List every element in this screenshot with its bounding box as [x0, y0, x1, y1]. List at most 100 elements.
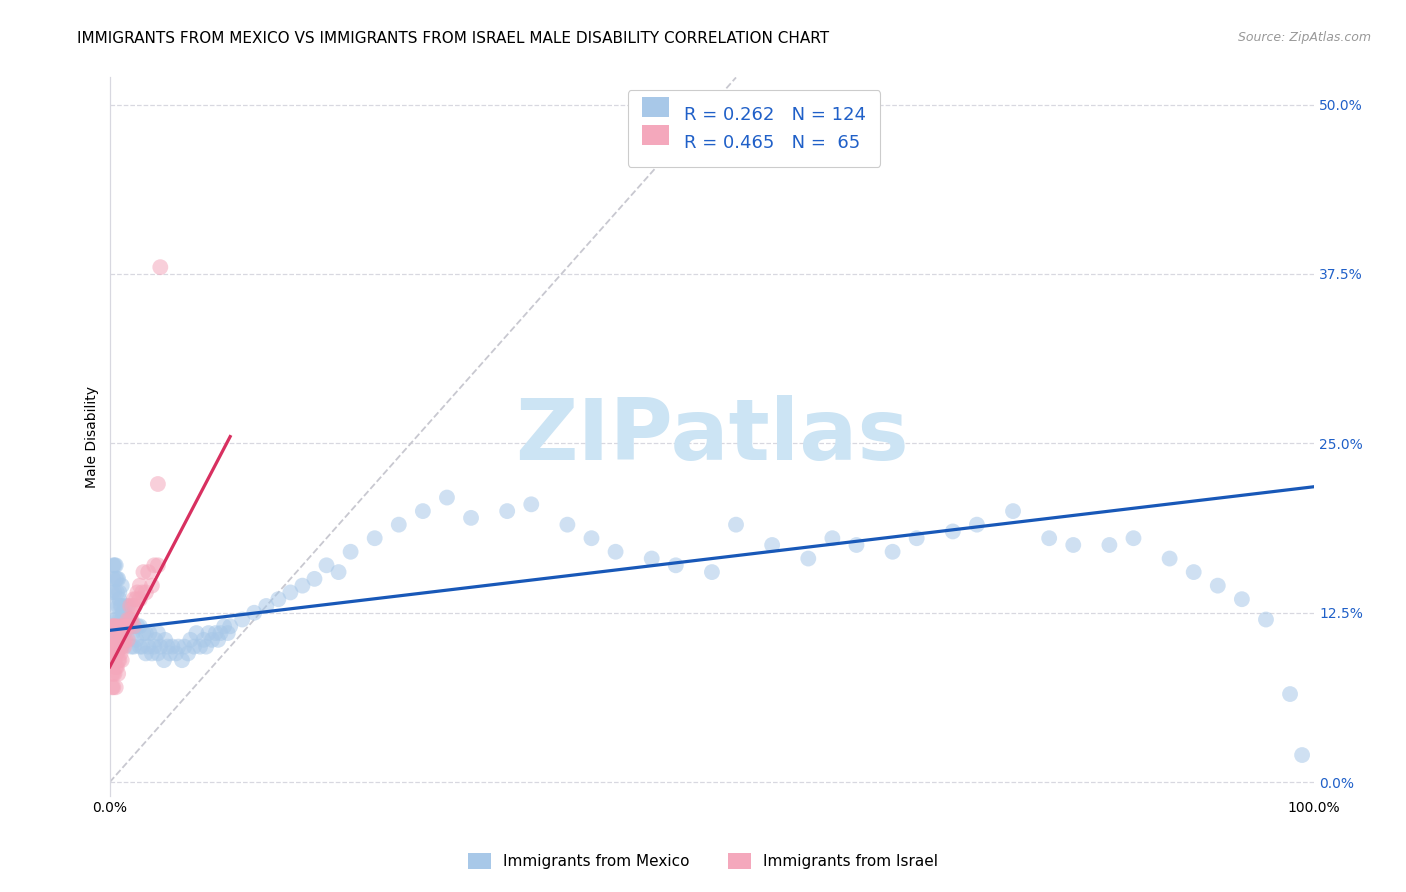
Point [104, 632, 127, 647]
Point [122, 619, 145, 633]
Point [111, 632, 134, 647]
Point [108, 619, 131, 633]
Point [581, 531, 603, 545]
Point [131, 640, 153, 654]
Point [339, 545, 361, 559]
Point [641, 551, 664, 566]
Point [117, 599, 139, 613]
Point [103, 640, 125, 654]
Point [125, 632, 148, 647]
Point [122, 619, 145, 633]
Point [104, 626, 127, 640]
Point [905, 531, 928, 545]
Point [153, 653, 176, 667]
Point [149, 640, 172, 654]
Point [103, 619, 125, 633]
Point [101, 666, 124, 681]
Point [146, 558, 169, 573]
Point [114, 632, 136, 647]
Point [132, 565, 155, 579]
Point [105, 647, 128, 661]
Point [1098, 538, 1121, 552]
Point [177, 647, 200, 661]
Point [146, 647, 169, 661]
Point [103, 572, 125, 586]
Point [105, 613, 128, 627]
Point [115, 619, 138, 633]
Point [115, 613, 138, 627]
Point [1230, 592, 1253, 607]
Point [103, 619, 125, 633]
Point [363, 531, 385, 545]
Point [797, 551, 820, 566]
Point [304, 572, 326, 586]
Point [145, 632, 167, 647]
Point [412, 504, 434, 518]
Point [111, 606, 134, 620]
Point [107, 632, 129, 647]
Point [388, 517, 411, 532]
Point [212, 619, 235, 633]
Point [162, 640, 184, 654]
Point [173, 640, 195, 654]
Point [1122, 531, 1144, 545]
Point [186, 626, 208, 640]
Point [104, 660, 127, 674]
Point [143, 558, 166, 573]
Point [108, 585, 131, 599]
Point [121, 599, 143, 613]
Point [120, 619, 142, 633]
Point [100, 653, 122, 667]
Point [128, 640, 150, 654]
Point [108, 653, 131, 667]
Point [108, 640, 131, 654]
Point [103, 666, 125, 681]
Point [170, 653, 193, 667]
Legend: R = 0.262   N = 124, R = 0.465   N =  65: R = 0.262 N = 124, R = 0.465 N = 65 [628, 90, 880, 167]
Point [101, 680, 124, 694]
Point [104, 558, 127, 573]
Point [108, 613, 131, 627]
Point [118, 613, 141, 627]
Point [114, 619, 136, 633]
Point [105, 572, 128, 586]
Point [128, 592, 150, 607]
Point [107, 666, 129, 681]
Point [328, 565, 350, 579]
Point [135, 647, 157, 661]
Point [201, 632, 224, 647]
Point [104, 680, 127, 694]
Point [1062, 538, 1084, 552]
Point [112, 606, 135, 620]
Point [557, 517, 579, 532]
Point [1291, 747, 1313, 762]
Point [1254, 613, 1277, 627]
Point [942, 524, 965, 539]
Point [103, 558, 125, 573]
Point [149, 260, 172, 275]
Point [136, 640, 159, 654]
Point [120, 599, 142, 613]
Point [108, 592, 131, 607]
Point [111, 599, 134, 613]
Point [107, 599, 129, 613]
Point [135, 585, 157, 599]
Point [204, 626, 226, 640]
Point [101, 653, 124, 667]
Point [135, 626, 157, 640]
Point [143, 640, 166, 654]
Point [188, 640, 211, 654]
Point [159, 647, 181, 661]
Point [153, 632, 176, 647]
Point [103, 613, 125, 627]
Point [107, 653, 129, 667]
Point [120, 619, 142, 633]
Point [1279, 687, 1302, 701]
Point [724, 517, 747, 532]
Point [121, 626, 143, 640]
Point [167, 640, 190, 654]
Point [1159, 551, 1181, 566]
Point [122, 592, 145, 607]
Point [219, 619, 242, 633]
Text: Source: ZipAtlas.com: Source: ZipAtlas.com [1237, 31, 1371, 45]
